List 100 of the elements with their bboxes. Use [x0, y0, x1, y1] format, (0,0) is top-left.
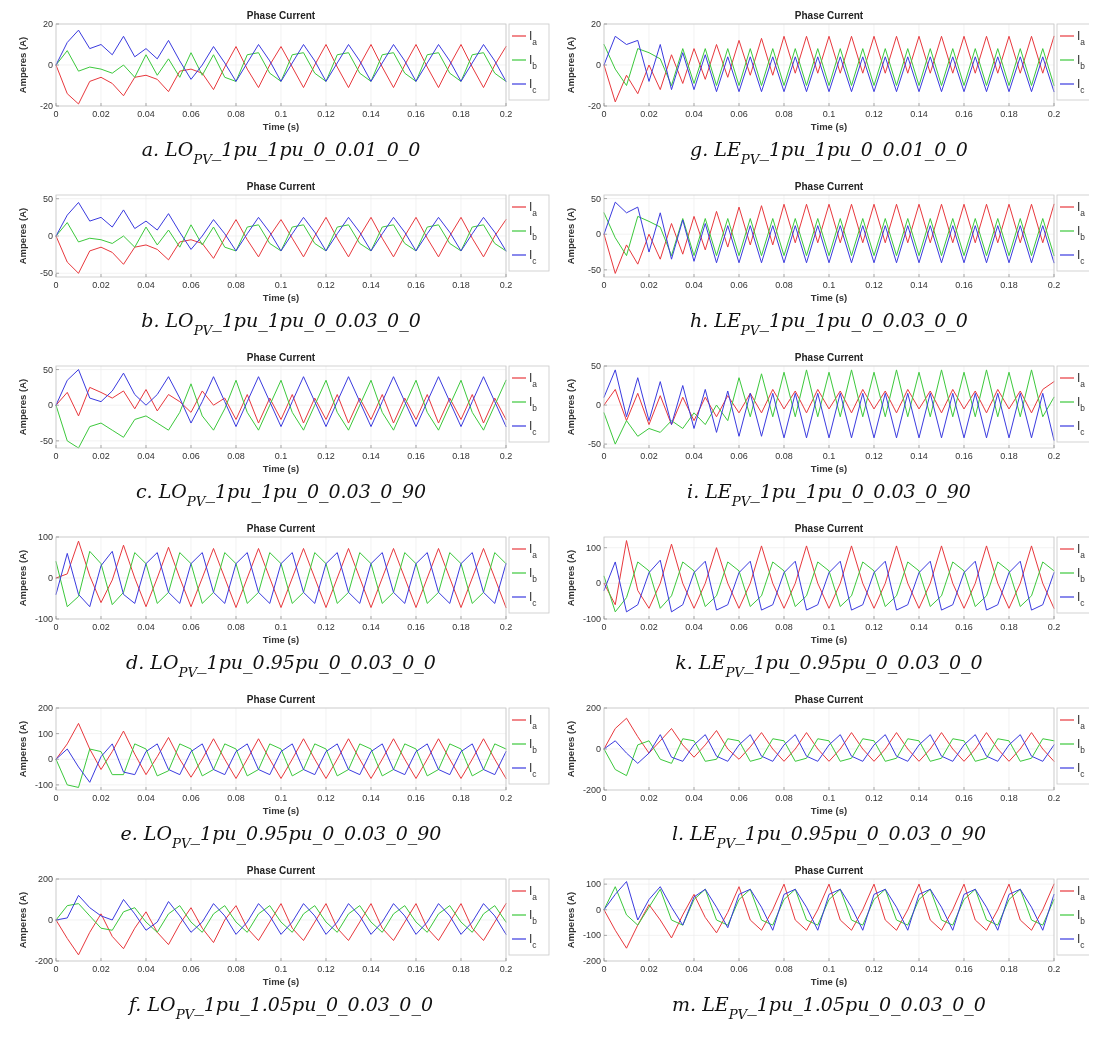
- x-tick-label: 0.16: [407, 622, 425, 632]
- legend-label: I$_{c}$: [1077, 590, 1085, 608]
- x-tick-label: 0.18: [1000, 451, 1018, 461]
- x-tick-label: 0.1: [822, 280, 836, 290]
- y-axis-title: Amperes (A): [565, 207, 576, 265]
- y-tick-label: -50: [39, 435, 53, 446]
- x-tick-label: 0.06: [730, 964, 748, 974]
- x-axis-title: Time (s): [262, 463, 300, 474]
- text: b. LO$_{PV}$_1pu_1pu_0_0.03_0_0: [141, 309, 421, 338]
- x-tick-label: 0.1: [274, 793, 288, 803]
- y-tick-label: -200: [34, 956, 53, 966]
- x-axis-title: Time (s): [262, 292, 300, 303]
- x-tick-label: 0.12: [317, 280, 335, 290]
- y-axis-title: Amperes (A): [17, 549, 28, 607]
- line-series: [603, 738, 1055, 777]
- line-series: [603, 734, 1055, 764]
- chart-title: Phase Current: [794, 694, 864, 705]
- legend-label: I$_{b}$: [529, 224, 538, 242]
- legend-label: I$_{b}$: [529, 53, 538, 71]
- text: i. LE$_{PV}$_1pu_1pu_0_0.03_0_90: [687, 480, 971, 509]
- y-tick-label: 0: [595, 229, 601, 240]
- line-series: [603, 540, 1055, 609]
- chart-title: Phase Current: [246, 865, 316, 876]
- x-tick-label: 0.18: [1000, 109, 1018, 119]
- line-series: [603, 883, 1055, 949]
- y-tick-label: 50: [590, 361, 601, 371]
- y-axis-title: Amperes (A): [17, 891, 28, 949]
- legend-label: I$_{b}$: [1077, 395, 1086, 413]
- x-tick-label: 0.08: [775, 793, 793, 803]
- x-tick-label: 0.12: [865, 280, 883, 290]
- x-axis-title: Time (s): [262, 976, 300, 987]
- x-tick-label: 0.02: [640, 451, 658, 461]
- y-tick-label: 200: [37, 703, 53, 713]
- x-tick-label: 0.16: [407, 793, 425, 803]
- chart-title: Phase Current: [246, 523, 316, 534]
- x-tick-label: 0.16: [955, 109, 973, 119]
- x-axis-title: Time (s): [810, 292, 848, 303]
- x-axis-title: Time (s): [262, 805, 300, 816]
- x-tick-label: 0.16: [407, 964, 425, 974]
- x-tick-label: 0.04: [137, 109, 155, 119]
- y-axis-title: Amperes (A): [17, 36, 28, 94]
- y-axis-title: Amperes (A): [565, 36, 576, 94]
- y-tick-label: -50: [587, 439, 601, 450]
- y-tick-label: 0: [595, 904, 601, 915]
- legend-label: I$_{c}$: [1077, 932, 1085, 950]
- y-tick-label: 0: [47, 231, 53, 241]
- x-tick-label: 0.12: [317, 793, 335, 803]
- line-series: [603, 201, 1055, 264]
- legend-label: I$_{a}$: [529, 884, 538, 902]
- x-tick-label: 0.06: [730, 109, 748, 119]
- x-tick-label: 0.06: [182, 280, 200, 290]
- legend-label: I$_{a}$: [1077, 713, 1086, 731]
- x-tick-label: 0.16: [407, 109, 425, 119]
- y-tick-label: 50: [42, 364, 53, 375]
- line-series: [55, 550, 507, 608]
- x-tick-label: 0.08: [227, 622, 245, 632]
- y-tick-label: 100: [585, 879, 601, 890]
- x-tick-label: 0.14: [362, 622, 380, 632]
- y-tick-label: -100: [582, 930, 601, 941]
- y-tick-label: 100: [37, 532, 53, 542]
- x-tick-label: 0.12: [865, 451, 883, 461]
- line-series: [603, 212, 1055, 257]
- x-axis-title: Time (s): [262, 121, 300, 132]
- x-tick-label: 0.18: [452, 109, 470, 119]
- legend-label: I$_{c}$: [529, 248, 537, 266]
- legend-label: I$_{a}$: [529, 542, 538, 560]
- x-tick-label: 0.02: [640, 793, 658, 803]
- text: l. LE$_{PV}$_1pu_0.95pu_0_0.03_0_90: [671, 822, 987, 851]
- line-series: [55, 222, 507, 252]
- x-tick-label: 0.04: [137, 622, 155, 632]
- x-tick-label: 0.14: [910, 622, 928, 632]
- y-tick-label: -20: [39, 101, 53, 111]
- x-tick-label: 0.12: [317, 622, 335, 632]
- x-tick-label: 0.1: [822, 109, 836, 119]
- line-series: [55, 201, 507, 252]
- x-tick-label: 0.02: [92, 622, 110, 632]
- legend-label: I$_{c}$: [1077, 761, 1085, 779]
- x-tick-label: 0.08: [227, 109, 245, 119]
- x-tick-label: 0.14: [362, 280, 380, 290]
- y-tick-label: 0: [47, 573, 53, 583]
- y-tick-label: 200: [37, 874, 53, 884]
- y-tick-label: 50: [590, 193, 601, 204]
- x-tick-label: 0.2: [1047, 964, 1061, 974]
- line-series: [603, 203, 1055, 274]
- x-tick-label: 0.06: [730, 451, 748, 461]
- x-tick-label: 0.02: [92, 451, 110, 461]
- x-tick-label: 0.02: [92, 793, 110, 803]
- legend-label: I$_{c}$: [529, 419, 537, 437]
- x-tick-label: 0.12: [865, 622, 883, 632]
- text: h. LE$_{PV}$_1pu_1pu_0_0.03_0_0: [690, 309, 968, 338]
- x-tick-label: 0.1: [822, 793, 836, 803]
- x-tick-label: 0.06: [182, 793, 200, 803]
- x-tick-label: 0.18: [452, 280, 470, 290]
- text: a. LO$_{PV}$_1pu_1pu_0_0.01_0_0: [141, 138, 421, 167]
- y-tick-label: -50: [587, 264, 601, 275]
- legend-label: I$_{c}$: [529, 761, 537, 779]
- legend-label: I$_{b}$: [529, 908, 538, 926]
- x-tick-label: 0.1: [822, 622, 836, 632]
- legend-label: I$_{a}$: [1077, 29, 1086, 47]
- text: e. LO$_{PV}$_1pu_0.95pu_0_0.03_0_90: [120, 822, 442, 851]
